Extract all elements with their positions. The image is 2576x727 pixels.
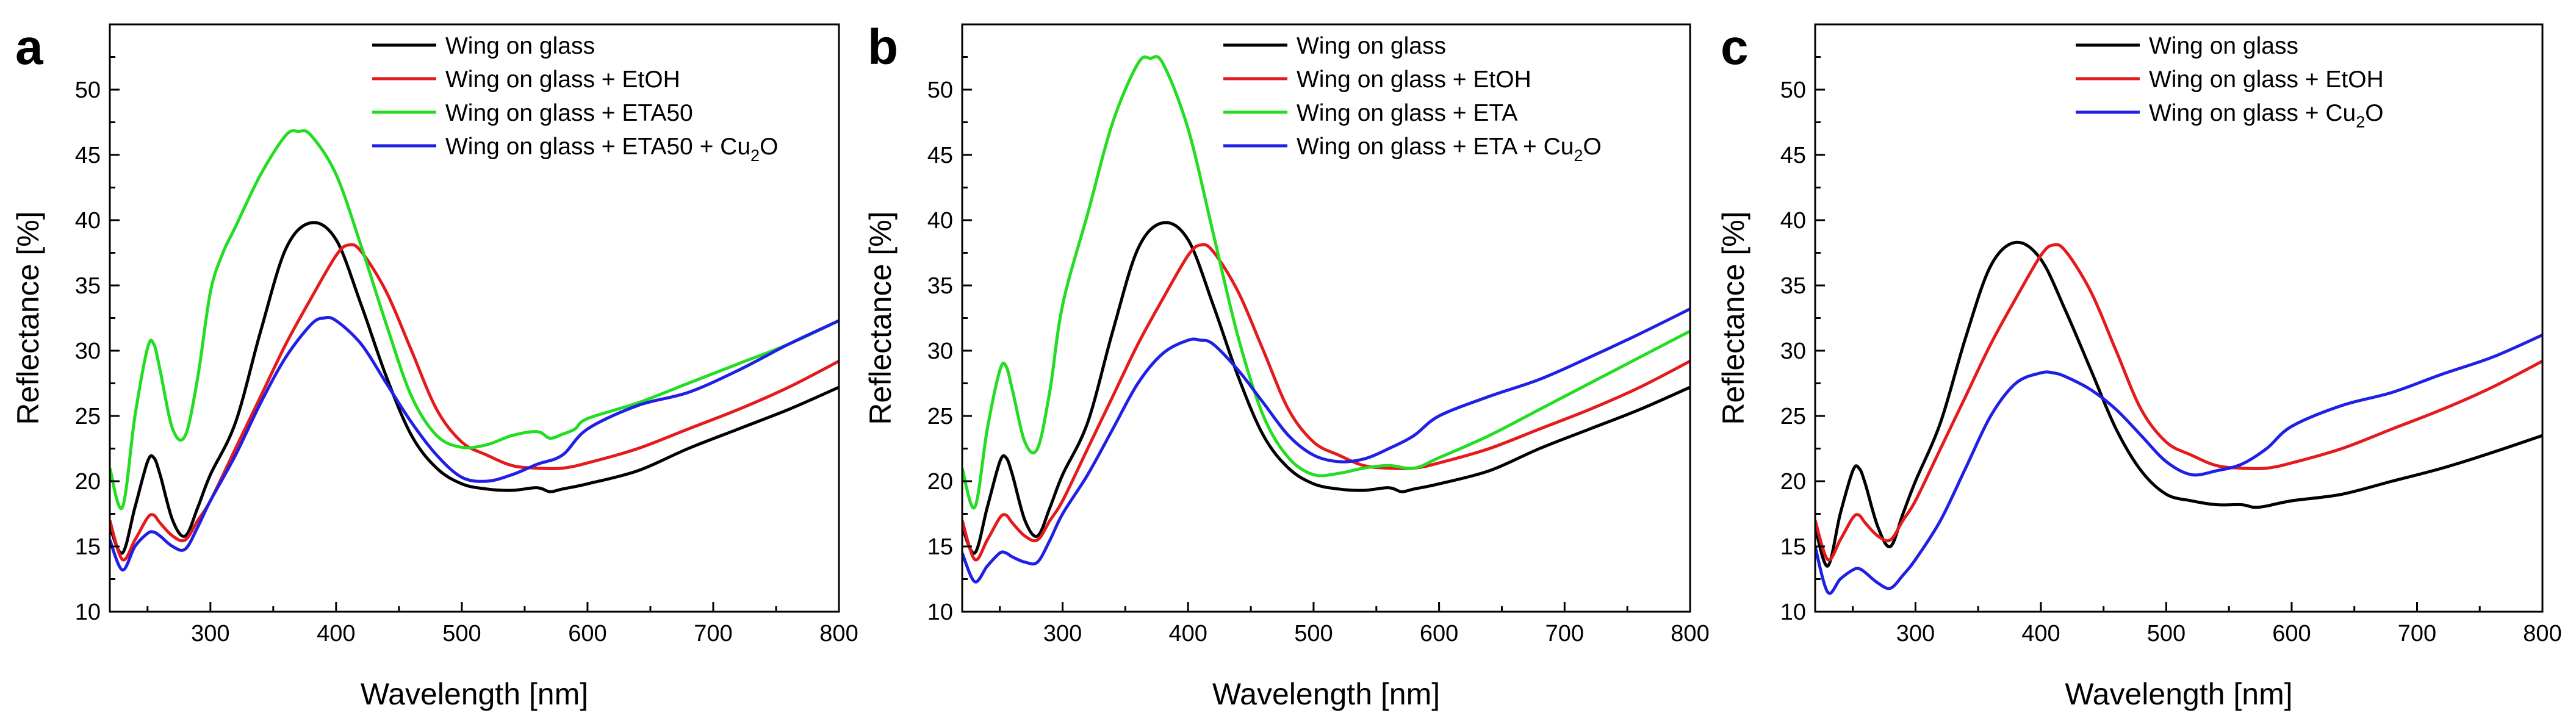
y-tick-label: 30 (75, 338, 101, 364)
panel-letter: b (868, 20, 898, 75)
series-line-2 (1815, 243, 2542, 562)
x-tick-label: 700 (2398, 621, 2436, 646)
y-tick-label: 35 (75, 273, 101, 299)
legend: Wing on glass Wing on glass + EtOH Wing on… (372, 33, 778, 165)
x-tick-label: 700 (694, 621, 732, 646)
panel-a: 300 400 500 600 700 800 10 15 20 25 30 35 40 45 50 Wave… (11, 20, 858, 711)
legend-label: Wing on glass + EtOH (2149, 66, 2384, 93)
y-tick-label: 10 (1780, 600, 1806, 625)
x-tick-label: 800 (819, 621, 858, 646)
y-tick-label: 30 (927, 338, 953, 364)
y-axis-label: Reflectance [%] (1716, 211, 1750, 424)
y-tick-label: 10 (927, 600, 953, 625)
y-tick-label: 35 (927, 273, 953, 299)
series-line-3 (962, 55, 1690, 510)
y-tick-label: 45 (927, 143, 953, 168)
y-tick-label: 35 (1780, 273, 1806, 299)
legend-label: Wing on glass + ETA50 + Cu2O (445, 134, 778, 165)
x-tick-label: 300 (1896, 621, 1935, 646)
panel-b: 300 400 500 600 700 800 10 15 20 25 30 35 40 45 50 Wave… (863, 20, 1710, 711)
series-line-2 (110, 243, 839, 562)
legend-label: Wing on glass + ETA + Cu2O (1297, 134, 1602, 165)
y-tick-label: 15 (1780, 534, 1806, 560)
x-tick-label: 300 (1043, 621, 1082, 646)
y-tick-label: 20 (927, 469, 953, 495)
y-tick-label: 30 (1780, 338, 1806, 364)
series-lines (962, 55, 1690, 584)
x-tick-label: 500 (2147, 621, 2186, 646)
y-tick-label: 25 (927, 404, 953, 429)
y-axis-label: Reflectance [%] (863, 211, 898, 424)
x-tick-label: 600 (2272, 621, 2311, 646)
panel-c: 300 400 500 600 700 800 10 15 20 25 30 35 40 45 50 Wave… (1716, 20, 2562, 711)
legend-label: Wing on glass + ETA (1297, 100, 1517, 126)
series-lines (110, 129, 839, 571)
panel-letter: c (1721, 20, 1749, 75)
x-tick-label: 600 (568, 621, 606, 646)
y-tick-label: 40 (75, 208, 101, 234)
y-tick-label: 50 (1780, 77, 1806, 103)
legend-label: Wing on glass + Cu2O (2149, 100, 2384, 131)
y-tick-label: 10 (75, 600, 101, 625)
x-tick-label: 800 (2523, 621, 2561, 646)
series-line-3 (110, 129, 839, 510)
y-tick-label: 15 (75, 534, 101, 560)
y-tick-label: 20 (1780, 469, 1806, 495)
y-tick-label: 50 (927, 77, 953, 103)
series-line-4 (110, 315, 839, 571)
x-tick-label: 500 (1294, 621, 1333, 646)
y-tick-label: 40 (927, 208, 953, 234)
y-tick-label: 20 (75, 469, 101, 495)
y-tick-label: 45 (1780, 143, 1806, 168)
x-tick-label: 600 (1420, 621, 1458, 646)
x-axis-label: Wavelength [nm] (2065, 677, 2292, 711)
x-axis-label: Wavelength [nm] (361, 677, 588, 711)
x-tick-label: 300 (191, 621, 229, 646)
series-line-1 (962, 221, 1690, 555)
x-tick-label: 500 (442, 621, 481, 646)
legend: Wing on glass Wing on glass + EtOH Wing on… (1223, 33, 1602, 165)
y-axis-label: Reflectance [%] (11, 211, 45, 424)
legend-label: Wing on glass + ETA50 (445, 100, 693, 126)
series-lines (1815, 240, 2542, 595)
x-tick-label: 400 (1169, 621, 1207, 646)
x-tick-label: 800 (1671, 621, 1709, 646)
y-tick-label: 45 (75, 143, 101, 168)
legend: Wing on glass Wing on glass + EtOH Wing on… (2076, 33, 2384, 131)
y-tick-label: 40 (1780, 208, 1806, 234)
x-tick-label: 700 (1545, 621, 1584, 646)
legend-label: Wing on glass + EtOH (1297, 66, 1531, 93)
legend-label: Wing on glass (445, 33, 595, 59)
legend-label: Wing on glass + EtOH (445, 66, 680, 93)
y-tick-label: 25 (1780, 404, 1806, 429)
y-tick-label: 15 (927, 534, 953, 560)
series-line-4 (962, 307, 1690, 584)
series-line-1 (1815, 240, 2542, 568)
x-tick-label: 400 (2021, 621, 2060, 646)
series-line-3 (1815, 334, 2542, 595)
legend-label: Wing on glass (2149, 33, 2298, 59)
y-tick-label: 50 (75, 77, 101, 103)
panel-letter: a (15, 20, 44, 75)
x-axis-label: Wavelength [nm] (1212, 677, 1440, 711)
legend-label: Wing on glass (1297, 33, 1446, 59)
x-tick-label: 400 (317, 621, 355, 646)
y-tick-label: 25 (75, 404, 101, 429)
series-line-2 (962, 243, 1690, 562)
series-line-1 (110, 221, 839, 555)
